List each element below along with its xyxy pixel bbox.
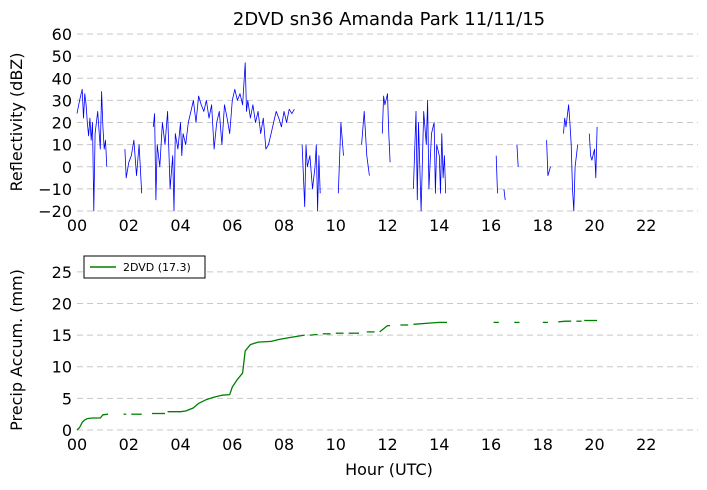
y-tick-label: 25 bbox=[52, 263, 72, 282]
y-tick-label: 20 bbox=[52, 114, 72, 133]
x-tick-label: 12 bbox=[377, 435, 397, 454]
series-line bbox=[124, 139, 143, 194]
y-tick-label: 5 bbox=[62, 389, 72, 408]
series-line bbox=[563, 104, 579, 212]
x-tick-label: 06 bbox=[222, 216, 242, 235]
y-tick-label: −20 bbox=[38, 202, 72, 221]
x-tick-label: 02 bbox=[119, 435, 139, 454]
precip-legend: 2DVD (17.3) bbox=[83, 255, 206, 279]
y-tick-label: 10 bbox=[52, 136, 72, 155]
x-tick-label: 20 bbox=[584, 435, 604, 454]
x-axis-label: Hour (UTC) bbox=[345, 460, 433, 479]
x-tick-label: 10 bbox=[326, 216, 346, 235]
y-tick-label: 0 bbox=[62, 421, 72, 440]
series-line bbox=[503, 188, 506, 200]
y-tick-label: 40 bbox=[52, 69, 72, 88]
precip-series bbox=[76, 319, 598, 431]
series-line bbox=[301, 144, 321, 212]
series-line bbox=[381, 93, 391, 163]
x-tick-label: 04 bbox=[170, 435, 190, 454]
reflectivity-y-axis-label: Reflectivity (dBZ) bbox=[7, 53, 26, 192]
x-tick-label: 18 bbox=[533, 216, 553, 235]
x-tick-label: 06 bbox=[222, 435, 242, 454]
x-tick-label: 16 bbox=[481, 216, 501, 235]
series-line bbox=[76, 413, 109, 431]
precip-panel: 0 5 10 15 20 25 00 02 04 06 08 10 12 14 16 18 20 22 2DVD… bbox=[7, 255, 698, 454]
series-line bbox=[152, 62, 295, 212]
series-line bbox=[588, 126, 598, 179]
y-tick-label: 0 bbox=[62, 158, 72, 177]
x-tick-label: 12 bbox=[377, 216, 397, 235]
y-tick-label: 30 bbox=[52, 91, 72, 110]
x-tick-label: 20 bbox=[584, 216, 604, 235]
legend-box bbox=[83, 255, 206, 279]
series-line bbox=[167, 334, 305, 413]
precip-grid bbox=[77, 271, 698, 431]
reflectivity-x-ticks: 00 02 04 06 08 10 12 14 16 18 20 22 bbox=[67, 216, 657, 235]
x-tick-label: 18 bbox=[533, 435, 553, 454]
y-tick-label: −10 bbox=[38, 180, 72, 199]
precip-y-ticks: 0 5 10 15 20 25 bbox=[52, 263, 72, 440]
x-tick-label: 08 bbox=[274, 216, 294, 235]
x-tick-label: 14 bbox=[429, 216, 449, 235]
y-tick-label: 50 bbox=[52, 47, 72, 66]
x-tick-label: 02 bbox=[119, 216, 139, 235]
reflectivity-panel: −20 −10 0 10 20 30 40 50 60 00 02 04 06 08 10 12 14 16 18… bbox=[7, 25, 698, 235]
series-line bbox=[337, 122, 344, 194]
series-line bbox=[309, 333, 318, 336]
x-tick-label: 00 bbox=[67, 435, 87, 454]
y-tick-label: 60 bbox=[52, 25, 72, 44]
x-tick-label: 08 bbox=[274, 435, 294, 454]
series-line bbox=[413, 100, 447, 212]
y-tick-label: 15 bbox=[52, 326, 72, 345]
series-line bbox=[546, 140, 551, 177]
series-line bbox=[558, 320, 572, 323]
reflectivity-grid bbox=[77, 33, 698, 212]
x-tick-label: 14 bbox=[429, 435, 449, 454]
series-line bbox=[361, 111, 370, 176]
figure-title: 2DVD sn36 Amanda Park 11/11/15 bbox=[233, 9, 545, 30]
series-line bbox=[495, 155, 498, 194]
series-line bbox=[76, 88, 108, 212]
x-tick-label: 22 bbox=[636, 216, 656, 235]
x-tick-label: 00 bbox=[67, 216, 87, 235]
x-tick-label: 10 bbox=[326, 435, 346, 454]
precip-y-axis-label: Precip Accum. (mm) bbox=[7, 269, 26, 431]
reflectivity-y-ticks: −20 −10 0 10 20 30 40 50 60 bbox=[38, 25, 72, 221]
series-line bbox=[379, 324, 391, 333]
reflectivity-series bbox=[76, 62, 598, 212]
series-line bbox=[413, 321, 447, 325]
y-tick-label: 20 bbox=[52, 294, 72, 313]
y-tick-label: 10 bbox=[52, 358, 72, 377]
x-tick-label: 16 bbox=[481, 435, 501, 454]
precip-x-ticks: 00 02 04 06 08 10 12 14 16 18 20 22 bbox=[67, 435, 657, 454]
legend-label: 2DVD (17.3) bbox=[123, 261, 191, 274]
x-tick-label: 22 bbox=[636, 435, 656, 454]
series-line bbox=[516, 144, 519, 167]
x-tick-label: 04 bbox=[170, 216, 190, 235]
